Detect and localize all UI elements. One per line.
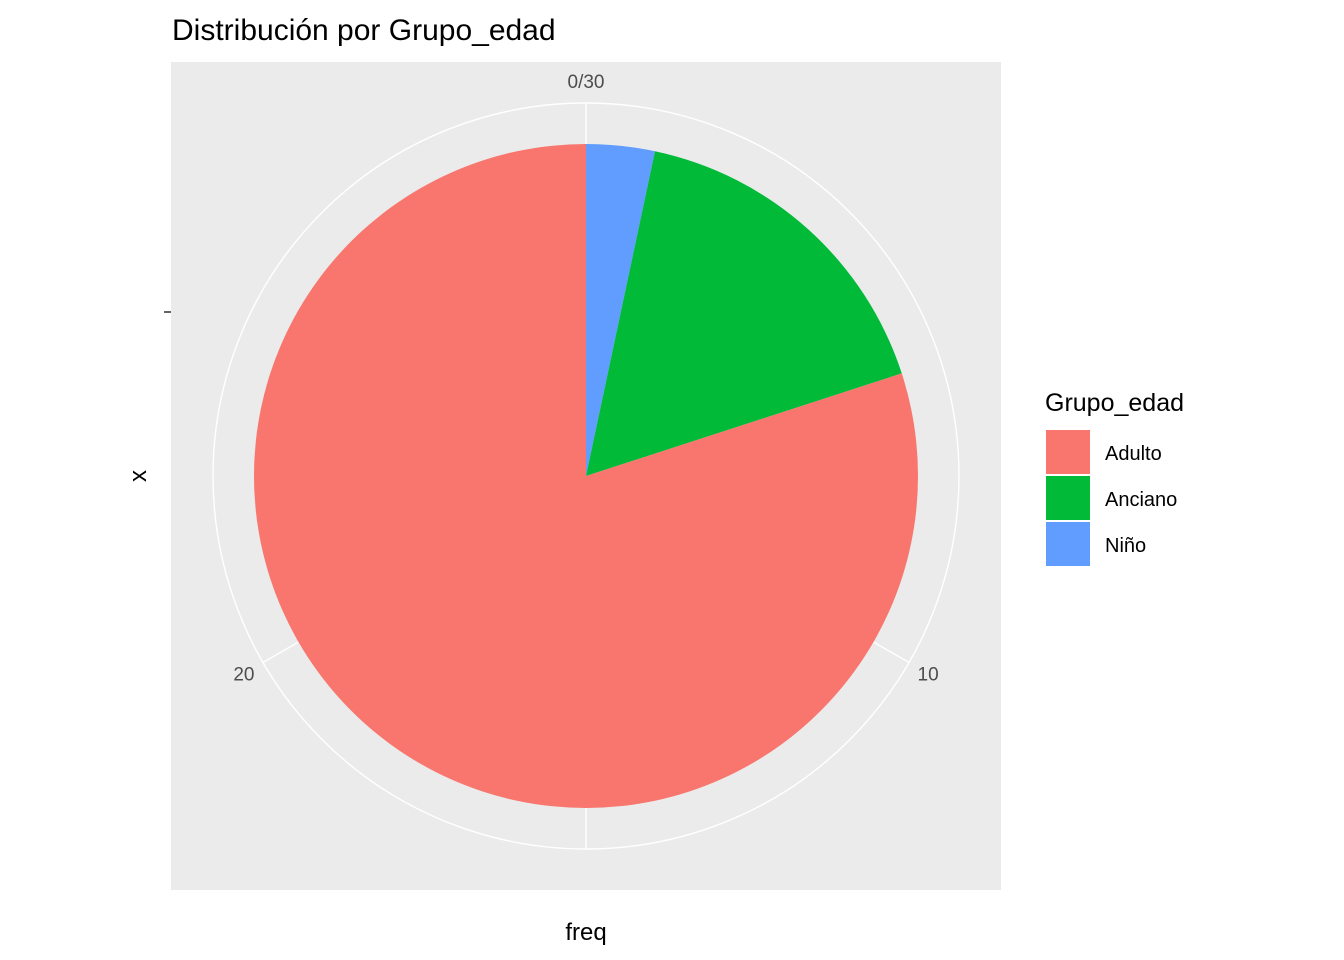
legend-label-adulto: Adulto [1105,443,1162,465]
legend: Grupo_edad Adulto Anciano Niño [1045,389,1184,566]
legend-key-niño [1046,522,1090,566]
pie-slice-adulto [253,144,918,808]
theta-tick-label: 10 [918,665,939,686]
legend-label-anciano: Anciano [1105,489,1177,511]
x-axis-title: freq [565,919,606,946]
legend-key-adulto [1046,430,1090,474]
theta-tick-label: 0/30 [568,72,605,93]
pie-slice-niño [586,144,656,476]
pie-slices [253,144,918,808]
legend-key-anciano [1046,476,1090,520]
legend-label-niño: Niño [1105,535,1146,557]
legend-items: Adulto Anciano Niño [1046,430,1177,566]
y-axis-title: x [125,470,152,482]
pie-slice-anciano [586,151,902,476]
legend-title: Grupo_edad [1045,389,1184,417]
theta-tick-labels: 0/30 10 20 [233,72,938,686]
theta-tick-label: 20 [233,665,254,686]
chart-title: Distribución por Grupo_edad [172,14,556,47]
